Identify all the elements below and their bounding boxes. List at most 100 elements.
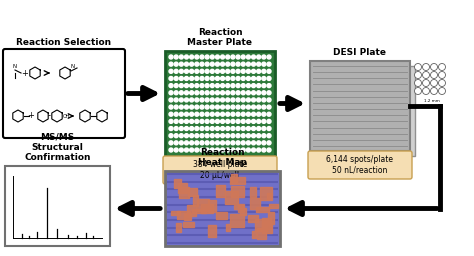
Circle shape xyxy=(267,84,271,88)
Circle shape xyxy=(226,141,230,145)
Circle shape xyxy=(210,69,214,73)
Circle shape xyxy=(210,126,214,131)
FancyBboxPatch shape xyxy=(308,151,412,179)
Circle shape xyxy=(267,119,271,123)
Bar xyxy=(237,204,244,212)
Circle shape xyxy=(179,55,183,59)
Bar xyxy=(197,199,209,210)
Circle shape xyxy=(190,112,194,116)
Bar xyxy=(165,171,280,246)
Circle shape xyxy=(179,77,183,80)
Bar xyxy=(183,222,194,227)
Circle shape xyxy=(220,69,225,73)
Circle shape xyxy=(241,134,245,138)
Circle shape xyxy=(215,62,219,66)
Circle shape xyxy=(267,126,271,131)
Circle shape xyxy=(236,77,240,80)
Bar xyxy=(230,186,244,197)
Circle shape xyxy=(262,84,266,88)
Text: OH: OH xyxy=(63,113,71,119)
Circle shape xyxy=(246,98,250,102)
Circle shape xyxy=(195,105,199,109)
Circle shape xyxy=(179,84,183,88)
Circle shape xyxy=(174,148,178,152)
Circle shape xyxy=(252,84,255,88)
Circle shape xyxy=(215,55,219,59)
Circle shape xyxy=(226,105,230,109)
Circle shape xyxy=(231,112,235,116)
Circle shape xyxy=(215,105,219,109)
Bar xyxy=(177,211,190,219)
Circle shape xyxy=(231,105,235,109)
Circle shape xyxy=(169,134,173,138)
Circle shape xyxy=(184,119,189,123)
Circle shape xyxy=(184,112,189,116)
Circle shape xyxy=(226,55,230,59)
Circle shape xyxy=(174,119,178,123)
Bar xyxy=(252,231,255,238)
Circle shape xyxy=(215,141,219,145)
Circle shape xyxy=(257,91,261,95)
Circle shape xyxy=(246,62,250,66)
Circle shape xyxy=(267,69,271,73)
Circle shape xyxy=(262,148,266,152)
Circle shape xyxy=(200,105,204,109)
Circle shape xyxy=(236,55,240,59)
Circle shape xyxy=(241,141,245,145)
Circle shape xyxy=(241,84,245,88)
Text: +: + xyxy=(27,112,35,121)
Circle shape xyxy=(215,134,219,138)
Circle shape xyxy=(179,126,183,131)
Circle shape xyxy=(430,88,438,94)
Circle shape xyxy=(246,84,250,88)
Circle shape xyxy=(246,69,250,73)
Circle shape xyxy=(195,69,199,73)
Circle shape xyxy=(252,77,255,80)
Circle shape xyxy=(179,69,183,73)
Circle shape xyxy=(252,141,255,145)
Circle shape xyxy=(215,112,219,116)
Circle shape xyxy=(205,148,209,152)
Circle shape xyxy=(215,148,219,152)
Circle shape xyxy=(246,105,250,109)
Circle shape xyxy=(241,112,245,116)
Circle shape xyxy=(200,98,204,102)
Circle shape xyxy=(220,112,225,116)
Bar xyxy=(240,208,246,215)
Text: Reaction
Heat Map: Reaction Heat Map xyxy=(198,148,247,167)
Circle shape xyxy=(241,119,245,123)
Circle shape xyxy=(195,141,199,145)
Circle shape xyxy=(169,77,173,80)
Circle shape xyxy=(174,69,178,73)
Circle shape xyxy=(226,98,230,102)
Circle shape xyxy=(430,80,438,87)
Circle shape xyxy=(414,88,421,94)
Circle shape xyxy=(184,105,189,109)
Circle shape xyxy=(190,77,194,80)
FancyBboxPatch shape xyxy=(163,156,277,184)
Circle shape xyxy=(241,55,245,59)
Circle shape xyxy=(252,112,255,116)
Text: MS/MS
Structural
Confirmation: MS/MS Structural Confirmation xyxy=(24,132,91,162)
Circle shape xyxy=(241,62,245,66)
Circle shape xyxy=(241,148,245,152)
Circle shape xyxy=(257,112,261,116)
Circle shape xyxy=(246,134,250,138)
Circle shape xyxy=(257,69,261,73)
Circle shape xyxy=(257,148,261,152)
Circle shape xyxy=(236,141,240,145)
Circle shape xyxy=(184,98,189,102)
Circle shape xyxy=(174,84,178,88)
Circle shape xyxy=(246,55,250,59)
Circle shape xyxy=(210,119,214,123)
Circle shape xyxy=(226,126,230,131)
Circle shape xyxy=(195,112,199,116)
Circle shape xyxy=(200,112,204,116)
Circle shape xyxy=(190,55,194,59)
Circle shape xyxy=(262,69,266,73)
Circle shape xyxy=(422,88,429,94)
Bar xyxy=(179,187,189,198)
Circle shape xyxy=(179,134,183,138)
Circle shape xyxy=(438,88,446,94)
Circle shape xyxy=(438,71,446,79)
